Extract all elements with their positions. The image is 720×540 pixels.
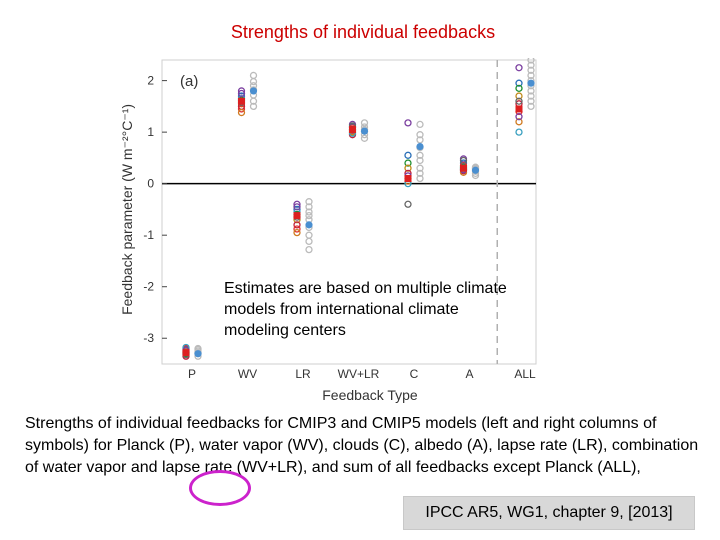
model-marker [360, 134, 369, 142]
model-marker [515, 64, 523, 72]
x-tick-label: LR [295, 367, 311, 381]
y-tick-label: 0 [147, 177, 154, 191]
cmip3-mean-marker [404, 175, 412, 183]
x-tick-label: ALL [514, 367, 536, 381]
cmip5-mean-marker [416, 142, 424, 151]
y-tick-label: -1 [143, 228, 154, 242]
model-marker [527, 66, 535, 74]
model-marker [404, 164, 412, 172]
model-marker [237, 108, 246, 117]
model-marker [416, 156, 424, 165]
x-tick-label: P [188, 367, 196, 381]
model-marker [237, 87, 246, 95]
model-marker [404, 200, 412, 208]
model-marker [527, 97, 535, 105]
x-tick-label: A [465, 367, 473, 381]
model-marker [416, 136, 424, 144]
model-marker [527, 58, 535, 64]
model-marker [527, 61, 535, 69]
model-marker [360, 119, 369, 127]
model-marker [416, 169, 424, 178]
model-marker [515, 92, 523, 100]
model-marker [404, 151, 412, 159]
model-marker [527, 102, 535, 111]
model-marker [305, 203, 313, 211]
cmip5-mean-marker [360, 127, 369, 135]
model-marker [249, 102, 258, 111]
model-marker [416, 120, 424, 129]
model-marker [416, 151, 424, 159]
model-marker [305, 237, 313, 246]
model-marker [527, 87, 535, 95]
model-marker [237, 89, 246, 98]
y-tick-label: 2 [147, 74, 154, 88]
model-marker [515, 128, 523, 136]
citation-box: IPCC AR5, WG1, chapter 9, [2013] [403, 496, 695, 530]
model-marker [515, 97, 523, 105]
model-marker [416, 131, 424, 139]
model-marker [293, 221, 301, 229]
model-marker [416, 164, 424, 172]
model-marker [249, 97, 258, 105]
panel-label: (a) [180, 73, 198, 90]
chart-annotation: Estimates are based on multiple climate … [224, 280, 507, 339]
cmip5-mean-marker [305, 221, 313, 229]
y-tick-label: -2 [143, 280, 154, 294]
cmip3-mean-marker [515, 105, 523, 113]
x-tick-label: C [410, 367, 419, 381]
cmip3-mean-marker [182, 349, 190, 357]
y-axis-label: Feedback parameter (W m⁻²°C⁻¹) [119, 104, 135, 315]
cmip3-mean-marker [349, 126, 356, 134]
x-tick-label: WV+LR [338, 367, 380, 381]
model-marker [293, 228, 301, 237]
model-marker [515, 118, 523, 126]
model-marker [305, 245, 313, 254]
model-marker [459, 156, 468, 165]
model-marker [249, 77, 258, 86]
model-marker [293, 225, 301, 233]
cmip3-mean-marker [238, 97, 245, 105]
model-marker [305, 208, 313, 216]
y-tick-label: -3 [143, 331, 154, 345]
model-marker [305, 211, 313, 220]
model-marker [515, 84, 523, 92]
cmip3-mean-marker [293, 212, 301, 220]
cmip3-mean-marker [460, 164, 467, 172]
model-marker [249, 71, 258, 80]
plot-frame [161, 59, 537, 365]
planck-highlight-ring [189, 470, 251, 506]
model-marker [515, 113, 523, 121]
cmip5-mean-marker [194, 350, 202, 358]
cmip5-mean-marker [527, 79, 535, 87]
model-marker [293, 200, 301, 208]
feedback-chart: 2 1 0 -1 -2 -3 P WV LR WV+LR C A ALL Feedback Type Fee… [119, 58, 537, 403]
model-marker [527, 71, 535, 80]
model-marker [404, 159, 412, 167]
y-tick-label: 1 [147, 125, 154, 139]
model-marker [416, 174, 424, 183]
model-marker [515, 79, 523, 87]
model-marker [527, 92, 535, 100]
model-marker [305, 231, 313, 239]
model-marker [237, 105, 246, 113]
x-axis-label: Feedback Type [322, 387, 418, 403]
model-marker [293, 203, 301, 211]
cmip5-mean-marker [471, 166, 480, 174]
x-tick-label: WV [238, 367, 257, 381]
figure-caption: Strengths of individual feedbacks for CM… [25, 415, 699, 476]
model-marker [305, 198, 313, 206]
slide-title: Strengths of individual feedbacks [230, 22, 496, 42]
cmip5-mean-marker [249, 87, 258, 95]
model-marker [404, 119, 412, 127]
